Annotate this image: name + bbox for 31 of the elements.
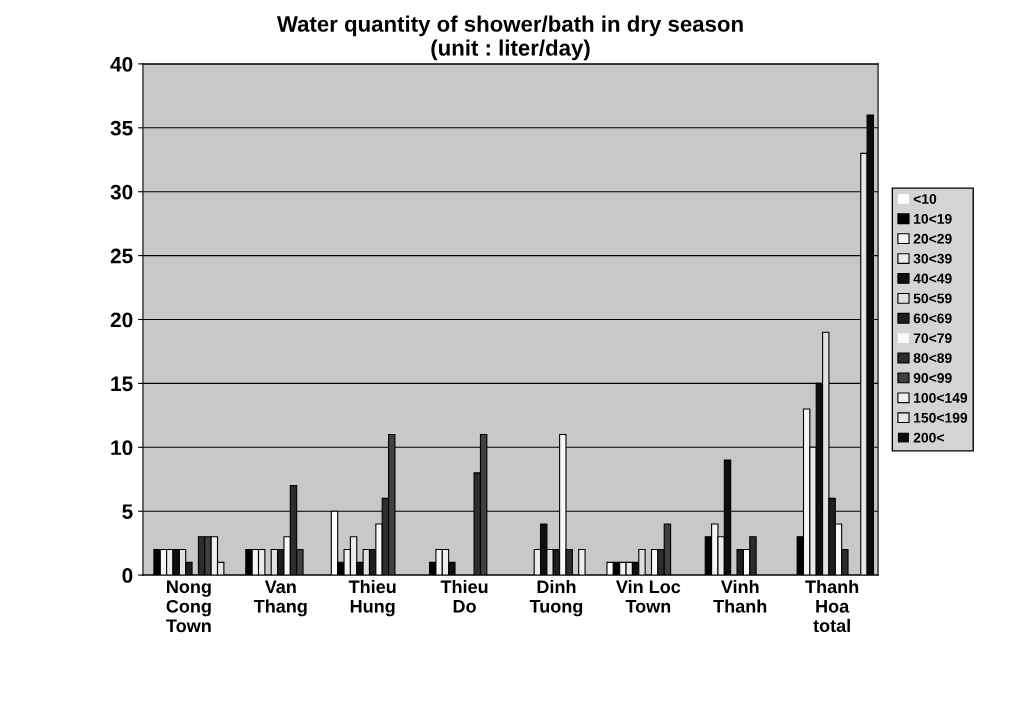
legend-label: 100<149: [914, 392, 968, 403]
legend-label: 50<59: [913, 293, 952, 304]
x-tick-label: Dinh Tuong: [529, 579, 583, 617]
y-tick-label: 5: [122, 504, 133, 519]
y-tick-label: 15: [111, 376, 133, 392]
y-tick-label: 30: [110, 184, 133, 200]
y-tick-label: 20: [110, 312, 133, 328]
legend-label: 70<79: [913, 333, 952, 344]
x-tick-label: Nong Cong Town: [166, 580, 211, 633]
x-tick-label: Van Thang: [253, 580, 307, 617]
y-tick-label: 35: [110, 120, 133, 136]
legend-label: 200<: [913, 432, 944, 443]
legend-label: 20<29: [913, 233, 952, 244]
x-tick-label: Thieu Do: [440, 579, 488, 613]
y-tick-label: 10: [111, 440, 133, 456]
x-tick-label: Thieu Hung: [348, 579, 396, 617]
legend-label: 30<39: [913, 253, 952, 264]
y-tick-label: 40: [110, 56, 133, 72]
x-tick-label: Thanh Hoa total: [805, 579, 859, 633]
x-tick-label: Vin Loc Town: [616, 579, 681, 613]
legend-label: <10: [913, 194, 937, 204]
legend-label: 40<49: [913, 273, 952, 284]
legend-label: 150<199: [914, 412, 968, 423]
legend-label: 90<99: [913, 373, 952, 383]
y-tick-label: 0: [122, 568, 133, 583]
legend-label: 10<19: [914, 213, 952, 224]
x-tick-label: Vinh Thanh: [713, 579, 767, 613]
y-tick-label: 25: [110, 248, 133, 264]
chart-title: Water quantity of shower/bath in dry season (unit : liter/day): [276, 15, 743, 61]
legend-label: 80<89: [913, 353, 952, 364]
legend-label: 60<69: [913, 313, 952, 324]
